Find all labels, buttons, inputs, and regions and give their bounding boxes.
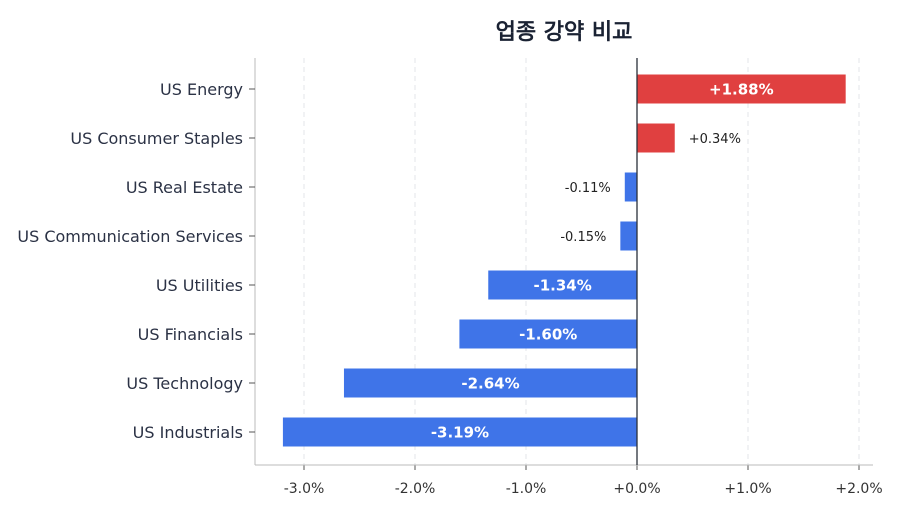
category-label: US Utilities <box>156 276 243 295</box>
x-tick-label: -1.0% <box>506 481 547 497</box>
x-tick-label: -2.0% <box>395 481 436 497</box>
category-label: US Industrials <box>133 423 243 442</box>
bar <box>620 221 637 251</box>
value-label: +0.34% <box>689 132 741 147</box>
x-tick-label: -3.0% <box>284 481 325 497</box>
category-label: US Energy <box>160 80 243 99</box>
bar <box>488 270 637 300</box>
category-label: US Financials <box>138 325 243 344</box>
value-label: -2.64% <box>461 375 519 393</box>
category-label: US Real Estate <box>126 178 243 197</box>
chart-title: 업종 강약 비교 <box>495 20 633 45</box>
value-label: -1.60% <box>519 326 577 344</box>
category-label: US Communication Services <box>17 227 243 246</box>
category-label: US Technology <box>126 374 243 393</box>
bar <box>624 172 637 202</box>
bar <box>459 319 637 349</box>
bar <box>637 123 675 153</box>
category-label: US Consumer Staples <box>70 129 243 148</box>
bar <box>637 74 846 104</box>
bar <box>343 368 637 398</box>
x-tick-label: +2.0% <box>835 481 882 497</box>
value-label: +1.88% <box>709 81 774 99</box>
value-label: -3.19% <box>431 424 489 442</box>
x-tick-label: +1.0% <box>724 481 771 497</box>
value-label: -0.11% <box>565 181 611 196</box>
x-tick-label: +0.0% <box>613 481 660 497</box>
bar <box>282 417 637 447</box>
value-label: -0.15% <box>560 230 606 245</box>
value-label: -1.34% <box>533 277 591 295</box>
